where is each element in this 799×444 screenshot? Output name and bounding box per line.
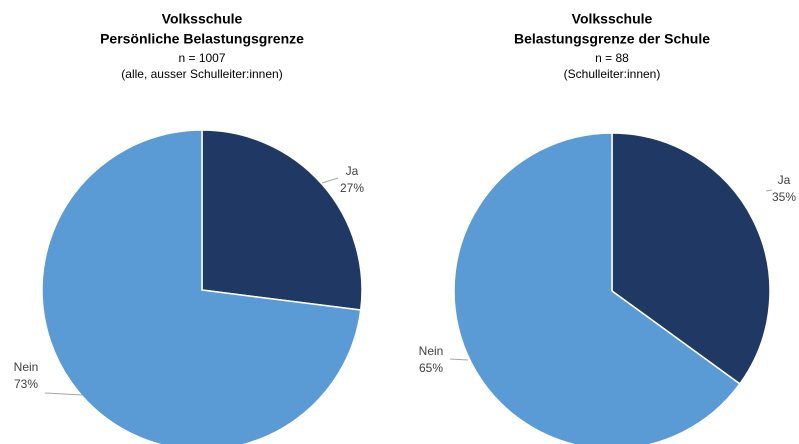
annotation: n = 88 — [595, 51, 629, 65]
chart-title: Volksschule — [572, 11, 653, 27]
slice-label: Nein — [14, 360, 39, 374]
chart-subtitle: Persönliche Belastungsgrenze — [100, 31, 304, 47]
chart-title: Volksschule — [162, 11, 243, 27]
leader-line — [321, 177, 339, 184]
leader-line — [449, 358, 469, 361]
slice-value-label: 27% — [340, 181, 364, 195]
chart-subtitle: Belastungsgrenze der Schule — [514, 31, 710, 47]
annotation: (alle, ausser Schulleiter:innen) — [121, 67, 282, 81]
annotation: (Schulleiter:innen) — [564, 67, 661, 81]
annotation: n = 1007 — [178, 51, 225, 65]
pie-slice — [453, 132, 741, 444]
leader-line — [44, 392, 83, 396]
slice-label: Ja — [346, 164, 359, 178]
leader-line — [765, 189, 773, 192]
pie-slice — [201, 129, 363, 311]
slice-value-label: 35% — [772, 190, 796, 204]
pie-slice — [41, 129, 362, 444]
slice-label: Ja — [778, 173, 791, 187]
slice-label: Nein — [419, 344, 444, 358]
slice-value-label: 73% — [14, 377, 38, 391]
pie-slice — [611, 132, 771, 385]
slice-value-label: 65% — [419, 361, 443, 375]
